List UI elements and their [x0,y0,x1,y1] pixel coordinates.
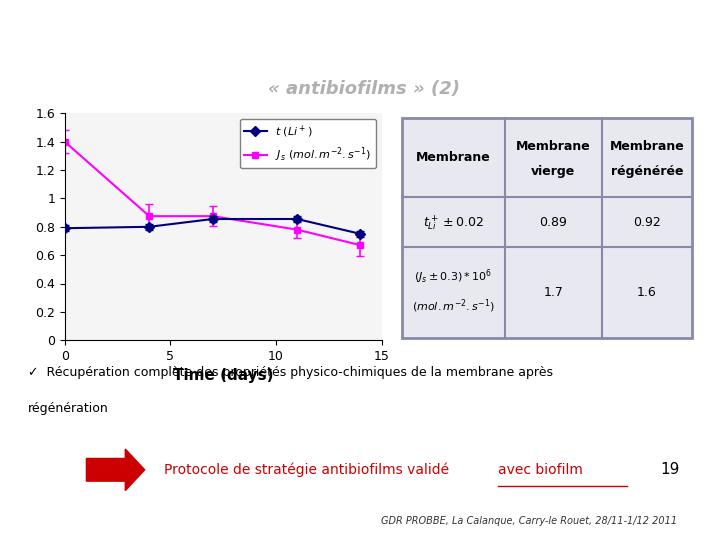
Text: Membrane: Membrane [416,151,491,164]
Text: 1.7: 1.7 [544,286,563,299]
Text: 0.89: 0.89 [539,216,567,229]
Text: ✓  Récupération complète des propriétés physico-chimiques de la membrane après: ✓ Récupération complète des propriétés p… [28,367,554,380]
Legend: $t\ (Li^+)$, $J_s\ (mol.m^{-2}.s^{-1})$: $t\ (Li^+)$, $J_s\ (mol.m^{-2}.s^{-1})$ [240,119,376,168]
Text: Protocole de stratégie antibiofilms validé: Protocole de stratégie antibiofilms vali… [164,463,454,477]
Text: $(J_s \pm 0.3)*10^6$: $(J_s \pm 0.3)*10^6$ [414,267,492,286]
Text: Validation du cycle de stratégie: Validation du cycle de stratégie [177,27,550,49]
Text: 0.92: 0.92 [633,216,661,229]
Text: GDR PROBBE, La Calanque, Carry-le Rouet, 28/11-1/12 2011: GDR PROBBE, La Calanque, Carry-le Rouet,… [381,516,678,526]
Text: $(mol.m^{-2}.s^{-1})$: $(mol.m^{-2}.s^{-1})$ [412,298,495,315]
Text: 19: 19 [660,462,679,477]
FancyBboxPatch shape [402,118,693,338]
Text: régénérée: régénérée [611,165,683,178]
X-axis label: Time (days): Time (days) [173,368,274,383]
Text: $t_{Li}^+\pm 0.02$: $t_{Li}^+\pm 0.02$ [423,213,484,232]
FancyArrow shape [86,449,145,490]
Text: « antibiofilms » (2): « antibiofilms » (2) [268,80,459,98]
Text: 1.6: 1.6 [637,286,657,299]
Text: Membrane: Membrane [610,140,685,153]
Text: avec biofilm: avec biofilm [498,463,582,477]
Text: Membrane: Membrane [516,140,590,153]
Text: régénération: régénération [28,402,109,415]
Text: vierge: vierge [531,165,575,178]
